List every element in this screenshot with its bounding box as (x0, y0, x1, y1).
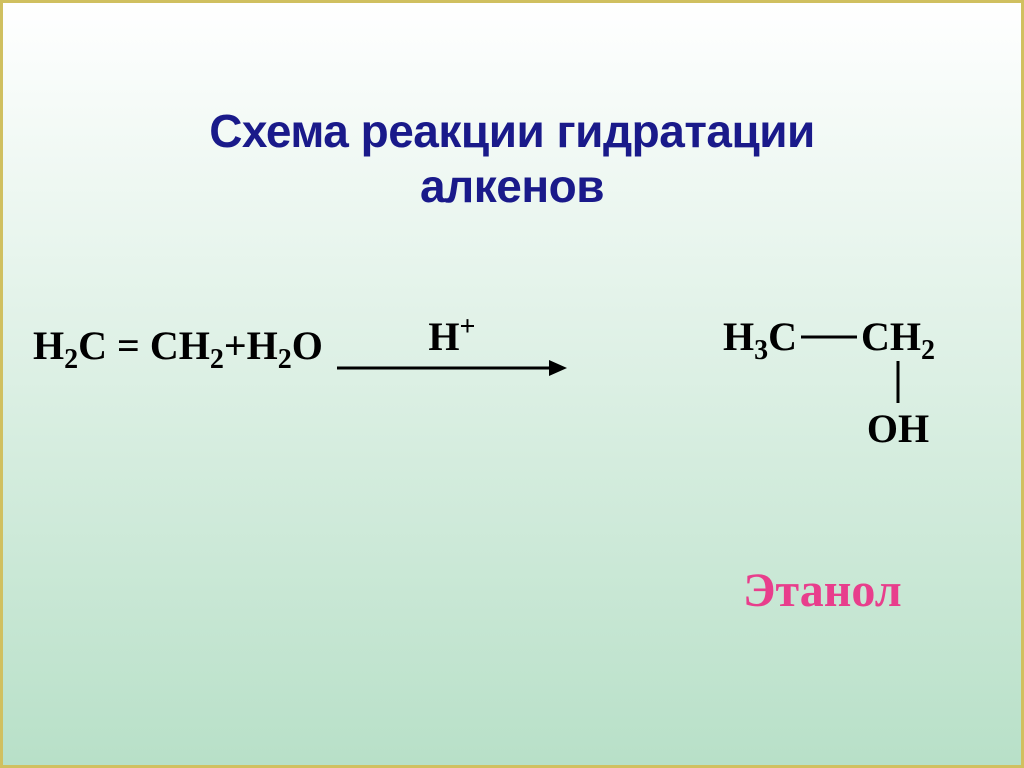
arrow-icon (337, 358, 567, 378)
product-ch2: CH2 (861, 313, 935, 360)
slide: Схема реакции гидратации алкенов H2C = C… (0, 0, 1024, 768)
bond-vertical-icon (888, 359, 908, 405)
txt: H (33, 323, 64, 368)
double-bond: = (107, 323, 150, 368)
reactant-ethylene: H2C = CH2 (33, 322, 224, 369)
product-oh: OH (867, 405, 929, 452)
reaction-arrow: H+ (337, 313, 567, 378)
txt: C (768, 314, 797, 359)
title-line-2: алкенов (420, 160, 604, 212)
txt: H (247, 323, 278, 368)
txt: CH (150, 323, 210, 368)
title-line-1: Схема реакции гидратации (209, 105, 815, 157)
arrow-condition-label: H+ (428, 313, 475, 360)
reactant-water: H2O (247, 322, 323, 369)
txt: O (292, 323, 323, 368)
sub: 2 (278, 344, 292, 375)
product-name-label: Этанол (743, 563, 902, 618)
plus-sign: + (224, 322, 247, 369)
product-top-row: H3C CH2 (723, 313, 935, 360)
txt: H (428, 314, 459, 359)
sub: 3 (754, 335, 768, 366)
product-ethanol-structure: H3C CH2 OH (723, 313, 935, 360)
txt: CH (861, 314, 921, 359)
bond-horizontal-icon (797, 327, 861, 347)
sub: 2 (921, 335, 935, 366)
sup: + (459, 312, 475, 343)
slide-title: Схема реакции гидратации алкенов (3, 104, 1021, 214)
product-ch3: H3C (723, 313, 797, 360)
sub: 2 (210, 344, 224, 375)
txt: C (78, 323, 107, 368)
sub: 2 (64, 344, 78, 375)
txt: H (723, 314, 754, 359)
